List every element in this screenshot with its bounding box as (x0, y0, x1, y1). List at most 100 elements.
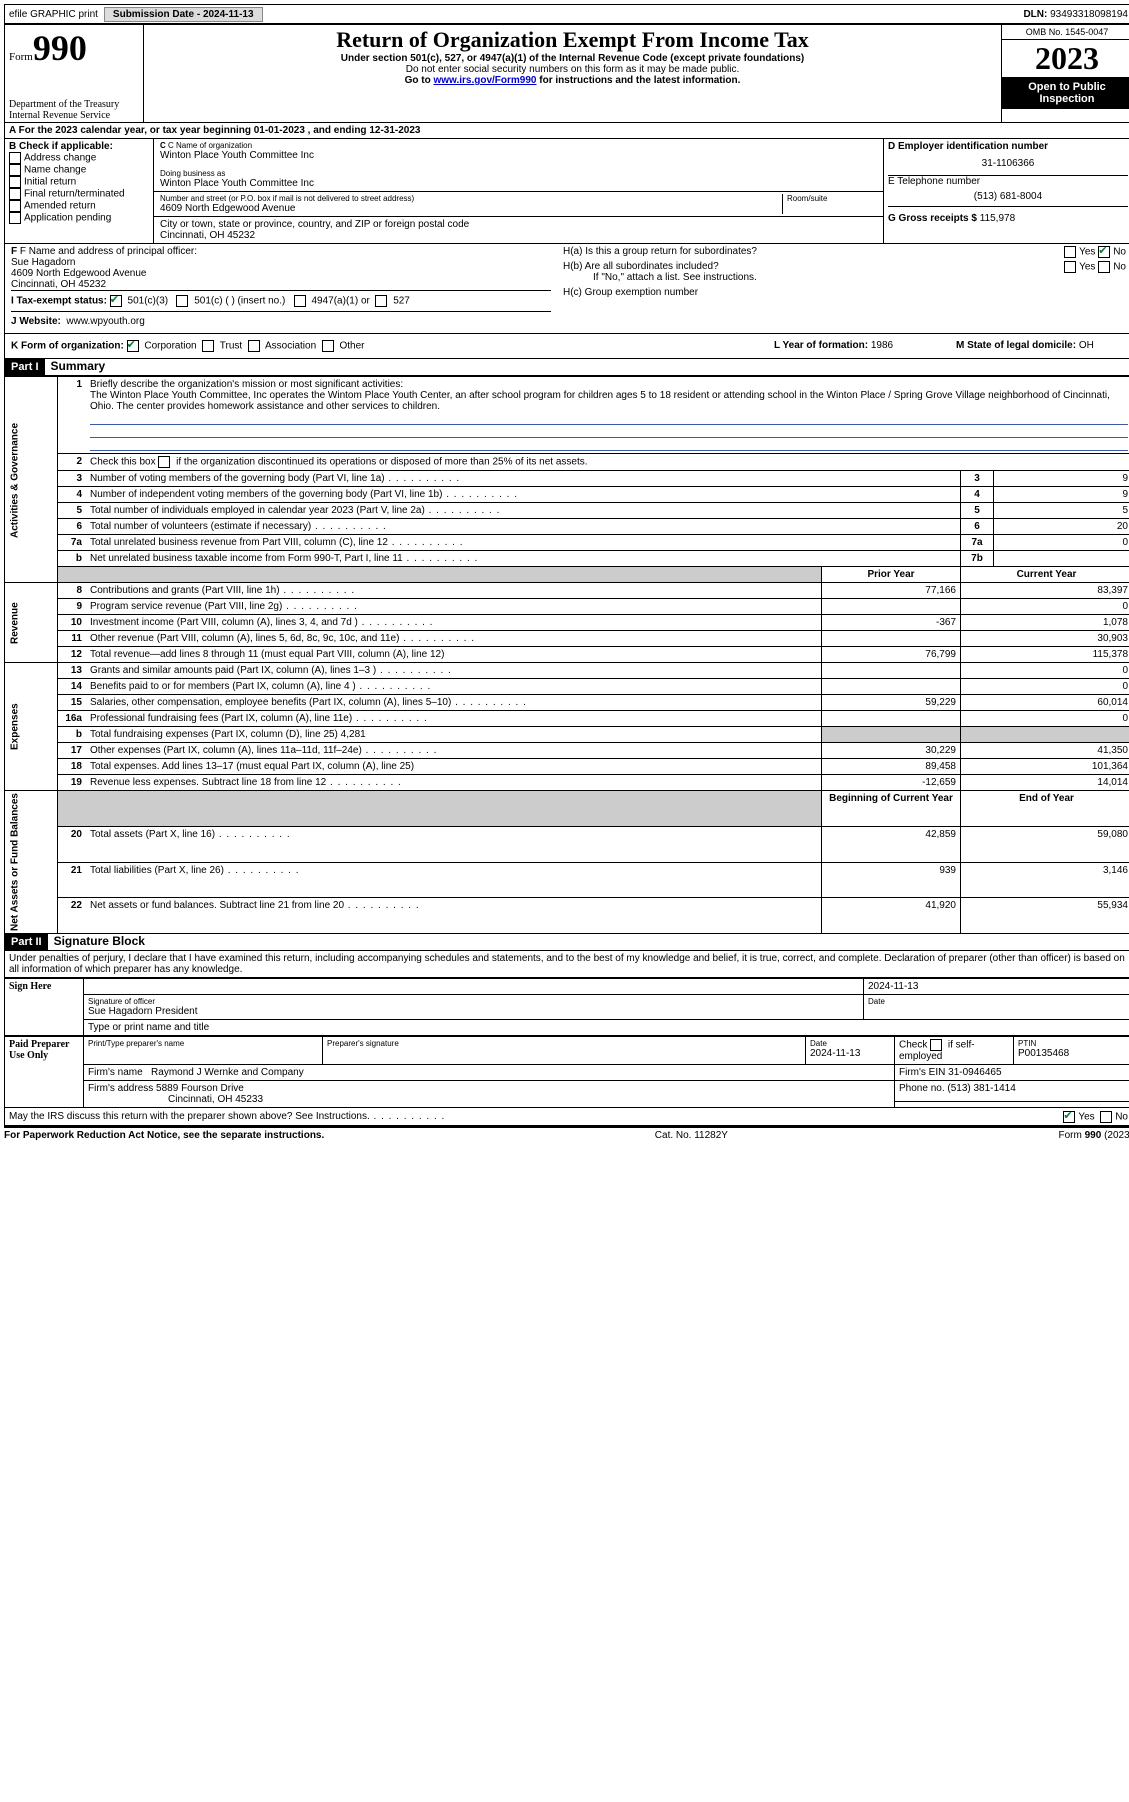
val-12c: 115,378 (961, 647, 1129, 663)
sign-date: 2024-11-13 (864, 979, 1129, 995)
val-10c: 1,078 (961, 615, 1129, 631)
line-15: Salaries, other compensation, employee b… (86, 695, 822, 711)
val-18c: 101,364 (961, 759, 1129, 775)
val-10p: -367 (822, 615, 961, 631)
cb-other[interactable] (322, 340, 334, 352)
firm-ein: 31-0946465 (948, 1067, 1001, 1078)
val-15c: 60,014 (961, 695, 1129, 711)
irs-link[interactable]: www.irs.gov/Form990 (433, 75, 536, 86)
line-17: Other expenses (Part IX, column (A), lin… (86, 743, 822, 759)
cb-initial-return[interactable]: Initial return (9, 176, 149, 188)
val-14c: 0 (961, 679, 1129, 695)
cb-corp[interactable] (127, 340, 139, 352)
cb-ha-no[interactable] (1098, 246, 1110, 258)
paid-preparer-label: Paid Preparer Use Only (5, 1037, 84, 1108)
val-20c: 59,080 (961, 826, 1129, 862)
cb-hb-yes[interactable] (1064, 261, 1076, 273)
dba-label: Doing business as (160, 169, 877, 178)
tel-value: (513) 681-8004 (888, 187, 1128, 206)
website-value: www.wpyouth.org (66, 316, 144, 327)
val-7a: 0 (994, 535, 1129, 551)
row-i: I Tax-exempt status: 501(c)(3) 501(c) ( … (11, 291, 551, 311)
cb-discuss-yes[interactable] (1063, 1111, 1075, 1123)
h-a: H(a) Is this a group return for subordin… (563, 246, 1126, 257)
preparer-date-label: Date (810, 1039, 890, 1048)
val-19p: -12,659 (822, 775, 961, 791)
line-3: Number of voting members of the governin… (86, 471, 961, 487)
footer-left: For Paperwork Reduction Act Notice, see … (4, 1130, 324, 1141)
cb-address-change[interactable]: Address change (9, 152, 149, 164)
cb-discuss-no[interactable] (1100, 1111, 1112, 1123)
subtitle-1: Under section 501(c), 527, or 4947(a)(1)… (148, 53, 997, 64)
firm-addr-label: Firm's address (88, 1083, 156, 1094)
cb-4947[interactable] (294, 295, 306, 307)
vlabel-revenue: Revenue (5, 583, 58, 663)
sign-date-label: Date (868, 997, 1128, 1006)
line-10: Investment income (Part VIII, column (A)… (86, 615, 822, 631)
val-9c: 0 (961, 599, 1129, 615)
city-label: City or town, state or province, country… (160, 219, 877, 230)
footer-mid: Cat. No. 11282Y (655, 1130, 728, 1141)
cb-501c[interactable] (176, 295, 188, 307)
subtitle-3: Go to www.irs.gov/Form990 for instructio… (148, 75, 997, 86)
sig-officer-label: Signature of officer (88, 997, 859, 1006)
line-16a: Professional fundraising fees (Part IX, … (86, 711, 822, 727)
col-begin: Beginning of Current Year (822, 791, 961, 827)
firm-name-label: Firm's name (88, 1067, 143, 1078)
cb-amended-return[interactable]: Amended return (9, 200, 149, 212)
col-b-header: B Check if applicable: (9, 141, 149, 152)
year-formation-label: L Year of formation: (774, 340, 871, 351)
cb-assoc[interactable] (248, 340, 260, 352)
cb-527[interactable] (375, 295, 387, 307)
line-19: Revenue less expenses. Subtract line 18 … (86, 775, 822, 791)
firm-phone-label: Phone no. (899, 1083, 947, 1094)
vlabel-expenses: Expenses (5, 663, 58, 791)
vlabel-netassets: Net Assets or Fund Balances (5, 791, 58, 934)
firm-city: Cincinnati, OH 45233 (88, 1094, 263, 1105)
preparer-sig-label: Preparer's signature (327, 1039, 801, 1048)
org-name: Winton Place Youth Committee Inc (160, 150, 877, 161)
cb-hb-no[interactable] (1098, 261, 1110, 273)
footer-right: Form 990 (2023) (1059, 1130, 1129, 1141)
cb-application-pending[interactable]: Application pending (9, 212, 149, 224)
cb-self-employed[interactable] (930, 1039, 942, 1051)
line-12: Total revenue—add lines 8 through 11 (mu… (86, 647, 822, 663)
cb-discontinued[interactable] (158, 456, 170, 468)
line-7b: Net unrelated business taxable income fr… (86, 551, 961, 567)
col-current: Current Year (961, 567, 1129, 583)
firm-name: Raymond J Wernke and Company (151, 1067, 304, 1078)
cb-name-change[interactable]: Name change (9, 164, 149, 176)
cb-trust[interactable] (202, 340, 214, 352)
line-8: Contributions and grants (Part VIII, lin… (86, 583, 822, 599)
ptin-label: PTIN (1018, 1039, 1128, 1048)
submission-date-button[interactable]: Submission Date - 2024-11-13 (104, 7, 263, 22)
line-2: Check this box if the organization disco… (86, 454, 1129, 471)
cb-ha-yes[interactable] (1064, 246, 1076, 258)
val-8p: 77,166 (822, 583, 961, 599)
line-13: Grants and similar amounts paid (Part IX… (86, 663, 822, 679)
line-5: Total number of individuals employed in … (86, 503, 961, 519)
cb-501c3[interactable] (110, 295, 122, 307)
officer-block: F F Name and address of principal office… (4, 244, 1129, 334)
firm-addr: 5889 Fourson Drive (156, 1083, 244, 1094)
val-22c: 55,934 (961, 898, 1129, 934)
ein-value: 31-1106366 (888, 152, 1128, 175)
room-label: Room/suite (787, 194, 877, 203)
firm-phone: (513) 381-1414 (947, 1083, 1015, 1094)
val-12p: 76,799 (822, 647, 961, 663)
top-bar: efile GRAPHIC print Submission Date - 20… (4, 4, 1129, 24)
city-value: Cincinnati, OH 45232 (160, 230, 877, 241)
form-header: Form990 Department of the Treasury Inter… (4, 24, 1129, 123)
org-name-label: C Name of organization (168, 141, 252, 150)
officer-name: Sue Hagadorn (11, 257, 551, 268)
row-a-tax-year: A For the 2023 calendar year, or tax yea… (4, 123, 1129, 139)
line-16b: Total fundraising expenses (Part IX, col… (86, 727, 822, 743)
line-18: Total expenses. Add lines 13–17 (must eq… (86, 759, 822, 775)
cb-final-return[interactable]: Final return/terminated (9, 188, 149, 200)
val-21c: 3,146 (961, 862, 1129, 898)
h-c: H(c) Group exemption number (563, 283, 1126, 298)
line-14: Benefits paid to or for members (Part IX… (86, 679, 822, 695)
val-22p: 41,920 (822, 898, 961, 934)
tax-year: 2023 (1002, 40, 1129, 77)
line-4: Number of independent voting members of … (86, 487, 961, 503)
